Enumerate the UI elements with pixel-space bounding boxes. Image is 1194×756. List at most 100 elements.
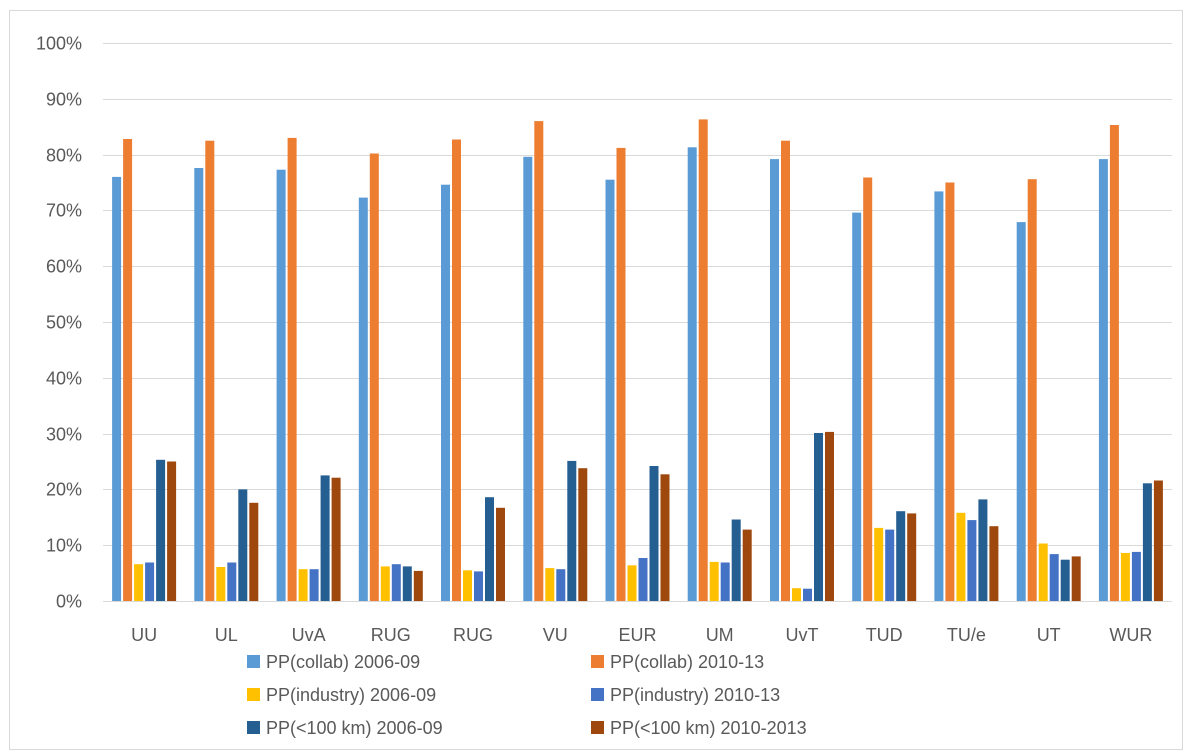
bar (907, 513, 917, 601)
bar (216, 567, 226, 601)
x-tick-label: UU (131, 625, 157, 645)
bar (967, 520, 977, 601)
bar (605, 179, 615, 601)
y-tick-label: 60% (46, 257, 82, 277)
bar (413, 570, 423, 601)
chart-frame: 0% 10% 20% 30% 40% 50% 60% 70% 80% 90% 100% UU UL Uv… (9, 10, 1183, 750)
bar (485, 497, 494, 601)
bar-chart: 0% 10% 20% 30% 40% 50% 60% 70% 80% 90% 100% UU UL Uv… (36, 34, 1172, 738)
bar (534, 121, 544, 601)
bar (1049, 554, 1059, 601)
bar (134, 564, 144, 601)
x-tick-label: TUD (866, 625, 903, 645)
bar (956, 512, 966, 601)
y-tick-label: 70% (46, 201, 82, 221)
x-tick-label: UM (706, 625, 734, 645)
bar (781, 140, 790, 601)
bar (578, 468, 588, 601)
bar (556, 569, 566, 601)
bar (792, 588, 801, 601)
bar (391, 564, 401, 601)
bar (441, 184, 450, 601)
y-tick-label: 50% (46, 313, 82, 333)
gridlines (103, 43, 1172, 602)
bar (123, 139, 133, 601)
x-tick-label: TU/e (947, 625, 986, 645)
bar (402, 566, 412, 601)
y-tick-label: 90% (46, 90, 82, 110)
bar (249, 502, 259, 601)
bar (863, 177, 873, 601)
bar (687, 147, 697, 602)
bar (638, 558, 648, 601)
bar (380, 566, 390, 601)
bar (145, 562, 155, 601)
bar (852, 212, 862, 601)
bar (649, 466, 659, 601)
bar (1120, 553, 1130, 601)
bar (803, 588, 812, 601)
bar (627, 565, 637, 601)
bar (1142, 483, 1152, 601)
y-tick-label: 10% (46, 536, 82, 556)
bar (885, 529, 895, 601)
bar (194, 168, 204, 601)
x-tick-label: WUR (1109, 625, 1152, 645)
bar (474, 571, 483, 601)
bar (1060, 559, 1070, 601)
y-axis-tick-labels: 0% 10% 20% 30% 40% 50% 60% 70% 80% 90% 100% (36, 34, 82, 612)
bar (238, 489, 248, 601)
bar (545, 568, 555, 601)
bar (358, 197, 368, 601)
bar (567, 460, 577, 601)
bar (320, 475, 330, 601)
x-tick-label: RUG (453, 625, 493, 645)
bar (112, 176, 122, 601)
bar (1071, 556, 1081, 601)
y-tick-label: 20% (46, 480, 82, 500)
bars (112, 119, 1163, 602)
y-tick-label: 100% (36, 34, 82, 54)
bar (369, 153, 379, 601)
bar (934, 191, 944, 601)
bar (156, 459, 166, 601)
bar (227, 562, 237, 601)
legend-swatch (247, 721, 260, 734)
bar (331, 477, 341, 601)
bar (205, 140, 215, 601)
bar (945, 182, 955, 601)
y-tick-label: 40% (46, 369, 82, 389)
bar (523, 156, 533, 602)
bar (1109, 125, 1119, 601)
legend-swatch (591, 655, 604, 668)
legend: PP(collab) 2006-09 PP(collab) 2010-13 PP(i… (247, 652, 807, 738)
bar (978, 499, 988, 601)
bar (1027, 179, 1037, 601)
legend-swatch (247, 655, 260, 668)
y-tick-label: 0% (56, 592, 82, 612)
x-tick-label: UL (215, 625, 238, 645)
legend-label: PP(collab) 2010-13 (610, 652, 764, 672)
bar (698, 119, 708, 602)
legend-swatch (591, 721, 604, 734)
x-tick-label: RUG (371, 625, 411, 645)
bar (167, 461, 177, 601)
bar (1131, 551, 1141, 601)
y-tick-label: 80% (46, 146, 82, 166)
bar (298, 569, 308, 601)
bar (731, 519, 741, 601)
legend-swatch (591, 688, 604, 701)
bar (660, 474, 670, 601)
legend-label: PP(industry) 2010-13 (610, 685, 780, 705)
bar (1038, 543, 1048, 601)
bar (309, 569, 319, 601)
bar (616, 147, 626, 601)
x-tick-label: VU (543, 625, 568, 645)
legend-label: PP(industry) 2006-09 (266, 685, 436, 705)
bar (709, 561, 719, 601)
x-axis-tick-labels: UU UL UvA RUG RUG VU EUR UM UvT TUD TU/e UT WUR (131, 625, 1152, 645)
bar (1098, 159, 1108, 601)
bar (896, 511, 906, 601)
bar (989, 526, 999, 601)
bar (452, 139, 461, 601)
